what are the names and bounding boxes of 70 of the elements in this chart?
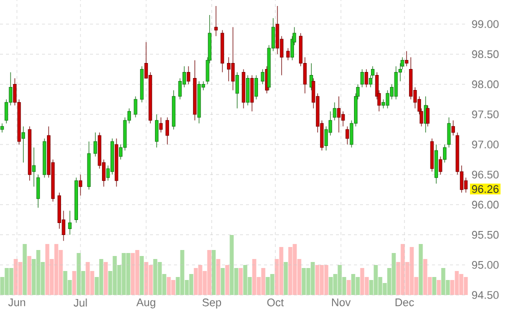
candlestick (159, 117, 163, 133)
bar (27, 256, 32, 295)
bar (220, 268, 225, 295)
y-tick-label: 97.50 (472, 110, 499, 118)
bar (238, 268, 243, 295)
candlestick (337, 96, 341, 133)
bar (104, 262, 108, 295)
bar (436, 280, 441, 295)
candlestick (166, 117, 170, 145)
bar (76, 253, 81, 295)
candlestick (235, 72, 239, 109)
candlestick (451, 120, 455, 136)
y-tick-label: 96.50 (472, 170, 499, 178)
y-tick-label: 98.00 (472, 80, 499, 88)
x-tick-label: Aug (136, 298, 156, 308)
candlestick (254, 74, 258, 100)
bar (418, 244, 423, 295)
candlestick (447, 117, 451, 148)
y-tick-label: 95.50 (472, 230, 499, 239)
candlestick (0, 123, 4, 133)
candlestick (332, 102, 336, 121)
bar (432, 277, 436, 295)
bar (216, 259, 220, 295)
bar (171, 280, 176, 295)
candlestick (364, 68, 368, 88)
candlestick (346, 126, 350, 145)
candlestick (442, 144, 446, 163)
x-tick-label: Oct (267, 298, 284, 306)
candlestick (214, 6, 218, 36)
candlestick (341, 111, 345, 127)
bar (189, 274, 194, 295)
candlestick (94, 132, 98, 157)
candlestick (286, 48, 290, 61)
candlestick (32, 147, 36, 187)
candlestick (360, 68, 364, 88)
x-tick-label: Dec (396, 298, 414, 306)
candlestick (68, 210, 72, 236)
y-tick-label: 99.00 (472, 20, 499, 28)
y-tick-label: 98.50 (472, 50, 499, 58)
x-tick-label: Jul (74, 298, 87, 307)
candlestick (186, 66, 190, 85)
bar (310, 262, 315, 295)
bar (212, 250, 216, 295)
y-tick-label: 97.00 (472, 140, 499, 148)
annotation: 96.26 (472, 185, 499, 193)
candlestick (78, 174, 82, 196)
candlestick (386, 90, 390, 109)
candlestick (36, 174, 40, 208)
y-tick-label: 96.00 (472, 200, 499, 209)
candlestick (404, 50, 408, 67)
bar (243, 265, 248, 295)
bar (86, 262, 90, 295)
y-tick-label: 94.50 (472, 291, 499, 299)
bar (346, 280, 351, 295)
candlestick (154, 114, 158, 148)
bar (140, 256, 144, 295)
candlestick (22, 126, 26, 163)
candlestick (260, 68, 264, 85)
bar (225, 265, 230, 295)
x-tick-label: Jun (8, 298, 26, 306)
x-tick-label: Sep (202, 298, 222, 308)
bar (284, 262, 288, 295)
x-tick-label: Nov (332, 298, 351, 306)
bar (22, 244, 27, 295)
y-tick-label: 95.00 (472, 261, 499, 269)
candlestick (134, 96, 138, 118)
candlestick (426, 105, 430, 127)
candlestick (231, 26, 235, 91)
bar (72, 271, 76, 295)
candlestick (438, 156, 442, 175)
